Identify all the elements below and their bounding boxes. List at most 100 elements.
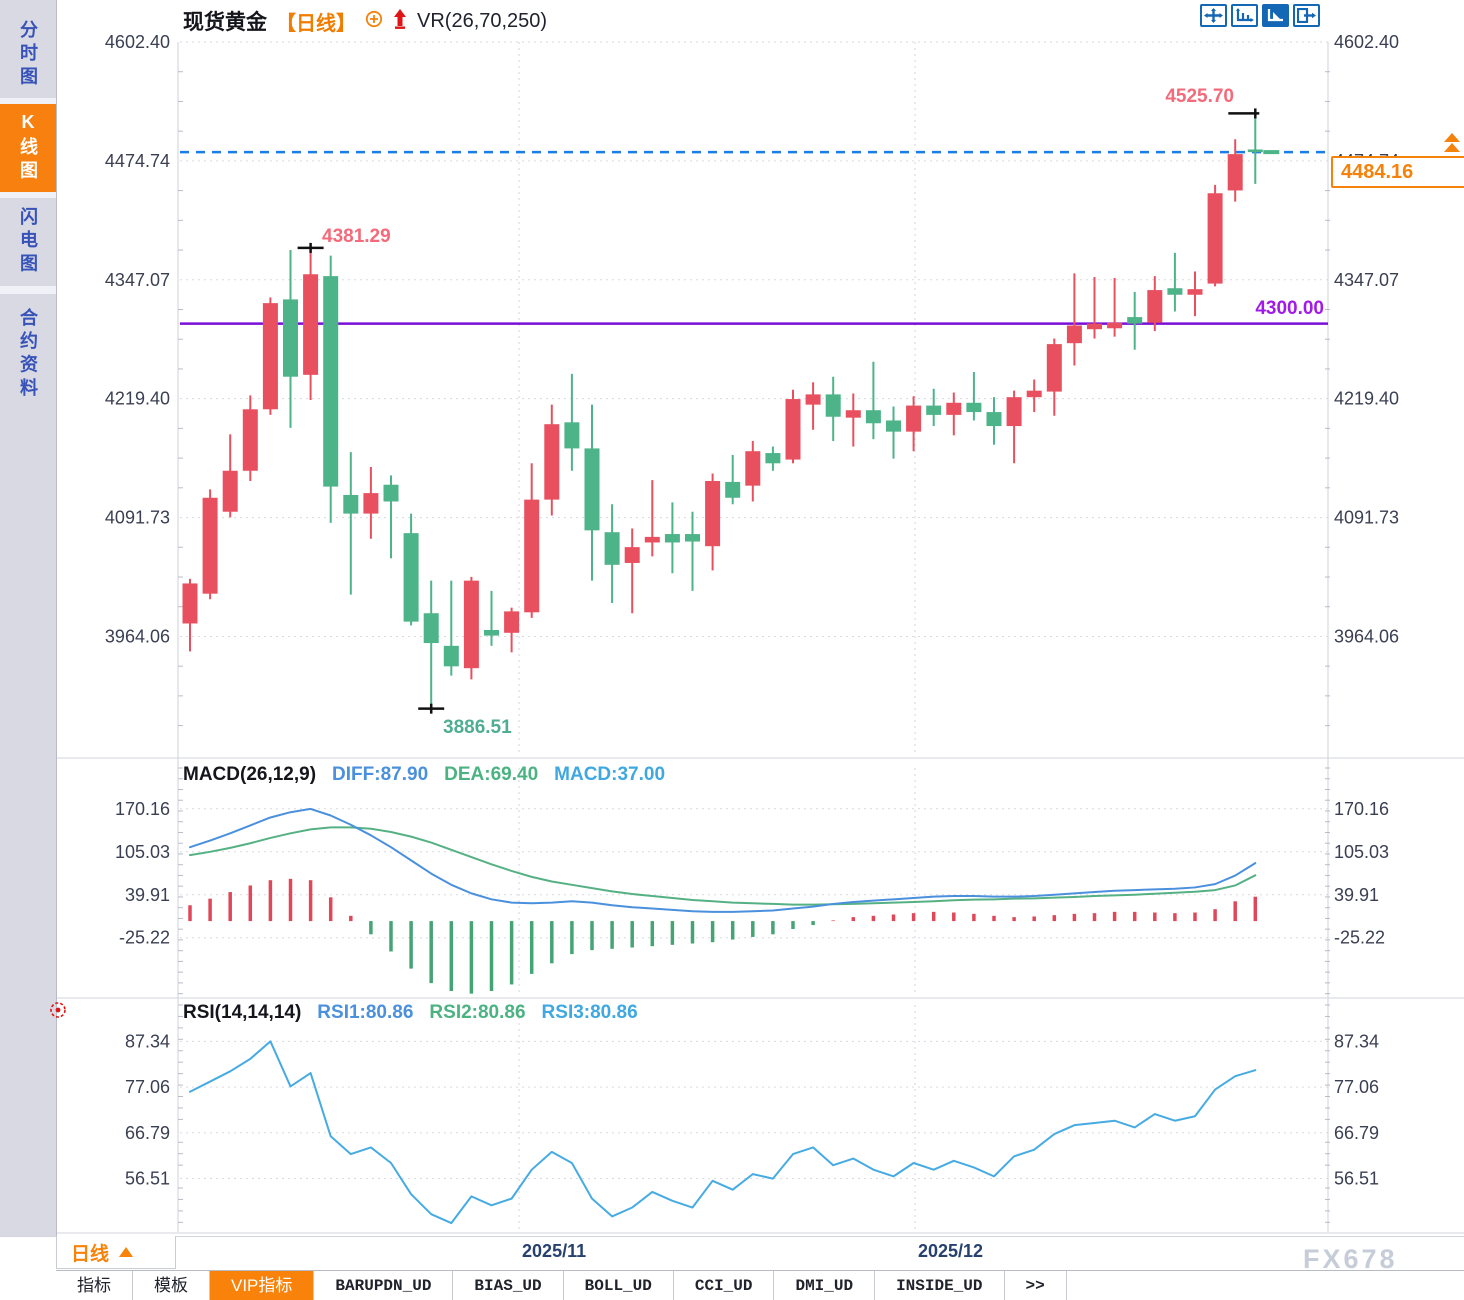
period-selector[interactable]: 日线 [56, 1236, 176, 1269]
tab-insideud[interactable]: INSIDE_UD [875, 1271, 1005, 1300]
tab-biasud[interactable]: BIAS_UD [453, 1271, 564, 1300]
macd-panel-header[interactable]: MACD(26,12,9) DIFF:87.90 DEA:69.40 MACD:37.… [183, 764, 665, 786]
circle-plus-icon[interactable] [365, 10, 383, 33]
candle-body[interactable] [1207, 193, 1223, 284]
candle-body[interactable] [624, 547, 640, 563]
y-axis-label-right: 4091.73 [1334, 508, 1399, 528]
candle-body[interactable] [1006, 397, 1022, 427]
y-axis-label-left: 39.91 [125, 885, 170, 905]
candle-body[interactable] [1187, 289, 1203, 295]
tab-bollud[interactable]: BOLL_UD [564, 1271, 674, 1300]
tab-cciud[interactable]: CCI_UD [674, 1271, 775, 1300]
candle-body[interactable] [865, 410, 881, 424]
candle-body[interactable] [544, 424, 560, 500]
candle-body[interactable] [946, 402, 962, 415]
rsi3-value: RSI3:80.86 [541, 1002, 638, 1023]
candle-body[interactable] [805, 394, 821, 405]
candle-body[interactable] [383, 484, 399, 502]
tab-barupdnud[interactable]: BARUPDN_UD [314, 1271, 454, 1300]
candle-body[interactable] [283, 299, 298, 377]
candle-body[interactable] [202, 497, 218, 594]
candle-body[interactable] [664, 534, 680, 543]
candle-body[interactable] [906, 405, 922, 432]
y-axis-label-right: 4347.07 [1334, 270, 1399, 290]
candle-body[interactable] [343, 494, 359, 514]
overlay-indicator-label[interactable]: VR(26,70,250) [417, 9, 548, 32]
play-axis-icon[interactable] [1262, 4, 1289, 27]
candle-body[interactable] [262, 303, 278, 410]
period-tag[interactable]: 【日线】 [276, 12, 356, 35]
candle-body[interactable] [1247, 149, 1263, 153]
candle-body[interactable] [303, 274, 319, 375]
move-icon[interactable] [1200, 4, 1227, 27]
candle-body[interactable] [604, 532, 620, 565]
tab->>[interactable]: >> [1005, 1271, 1067, 1300]
period-selector-label: 日线 [71, 1243, 110, 1265]
candle-body[interactable] [986, 412, 1002, 427]
candle-body[interactable] [765, 453, 781, 464]
y-axis-label-left: 4474.74 [105, 151, 170, 171]
candle-body[interactable] [966, 402, 982, 413]
y-axis-label-left: 87.34 [125, 1031, 170, 1051]
tab-[interactable]: 模板 [133, 1271, 210, 1300]
candle-body[interactable] [1167, 288, 1183, 295]
candle-body[interactable] [1227, 154, 1243, 191]
candle-body[interactable] [745, 451, 761, 486]
candle-body[interactable] [524, 499, 540, 613]
sidebar-item-1[interactable]: 分时图 [18, 19, 38, 91]
candle-body[interactable] [363, 493, 379, 514]
candle-body[interactable] [1127, 317, 1143, 324]
tab-vip[interactable]: VIP指标 [210, 1271, 315, 1300]
candle-body[interactable] [443, 645, 459, 667]
current-price-tag[interactable]: 4484.16 [1331, 156, 1464, 188]
candle-body[interactable] [323, 276, 339, 487]
candle-body[interactable] [705, 481, 721, 547]
candle-body[interactable] [725, 481, 741, 498]
candle-body[interactable] [926, 405, 942, 415]
y-axis-label-right: -25.22 [1334, 928, 1385, 948]
candle-body[interactable] [222, 470, 238, 512]
candle-body[interactable] [484, 630, 499, 636]
exit-right-icon[interactable] [1293, 4, 1320, 27]
fit-axis-icon[interactable] [1231, 4, 1258, 27]
chart-header: 现货黄金 【日线】 VR(26,70,250) [183, 6, 547, 36]
indicator-target-icon[interactable] [48, 1000, 68, 1025]
sidebar-item-4[interactable]: 合约资料 [18, 308, 38, 402]
tab-dmiud[interactable]: DMI_UD [774, 1271, 876, 1300]
candle-body[interactable] [242, 409, 258, 471]
rsi-panel-header[interactable]: RSI(14,14,14) RSI1:80.86 RSI2:80.86 RSI3:80… [183, 1002, 638, 1024]
candle-body[interactable] [504, 611, 520, 633]
candle-body[interactable] [423, 613, 439, 644]
candle-body[interactable] [584, 448, 600, 531]
sidebar-chart-modes: 分时图 K线图闪电图合约资料 [0, 0, 57, 1236]
y-axis-label-right: 66.79 [1334, 1123, 1379, 1143]
candle-body[interactable] [1066, 325, 1082, 344]
candle-body[interactable] [1147, 290, 1163, 323]
candle-body[interactable] [182, 583, 198, 624]
candle-body[interactable] [1087, 323, 1102, 330]
tab-[interactable]: 指标 [56, 1271, 133, 1300]
candle-body[interactable] [825, 394, 841, 417]
candle-body[interactable] [463, 580, 479, 669]
y-axis-label-left: 4347.07 [105, 270, 170, 290]
candle-body[interactable] [1046, 344, 1062, 392]
sidebar-item-2[interactable]: K线图 [0, 104, 56, 192]
candle-body[interactable] [564, 422, 580, 449]
y-axis-label-left: 170.16 [115, 799, 170, 819]
macd-name-label: MACD(26,12,9) [183, 764, 317, 785]
y-axis-label-right: 39.91 [1334, 885, 1379, 905]
candle-body[interactable] [644, 536, 660, 543]
rsi1-value: RSI1:80.86 [317, 1002, 414, 1023]
candle-body[interactable] [886, 420, 901, 432]
candle-body[interactable] [845, 410, 861, 418]
candle-body[interactable] [403, 533, 419, 622]
sidebar-item-3[interactable]: 闪电图 [18, 206, 38, 278]
candle-body[interactable] [685, 534, 700, 542]
candle-body[interactable] [1107, 322, 1123, 329]
candle-body[interactable] [785, 399, 801, 460]
y-axis-label-left: 4219.40 [105, 389, 170, 409]
x-axis-label-nov: 2025/11 [522, 1241, 587, 1261]
candle-body[interactable] [1026, 390, 1042, 398]
